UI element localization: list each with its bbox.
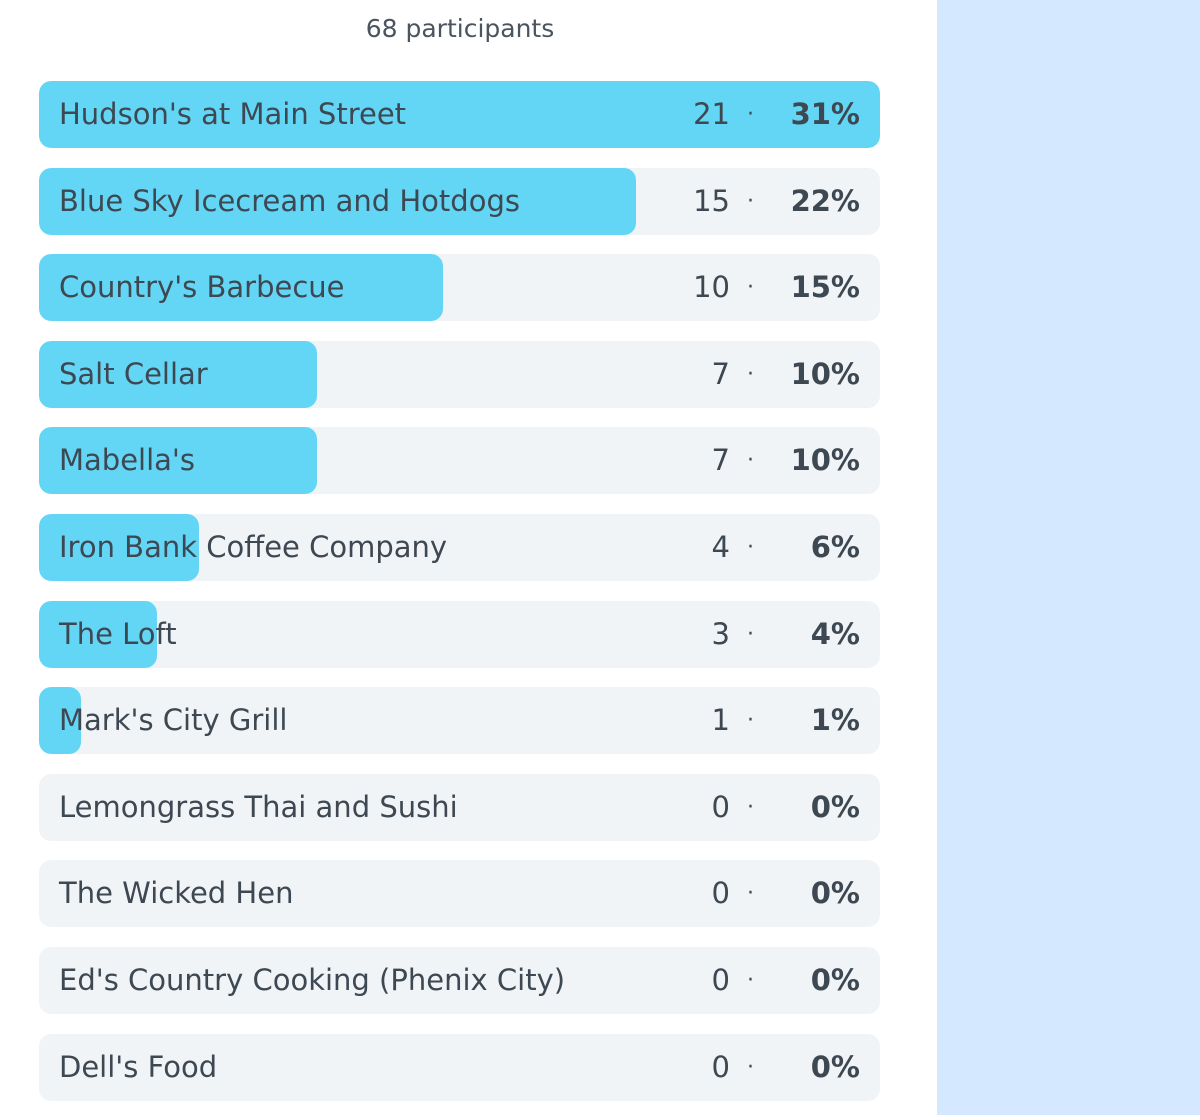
poll-option-percent: 10% [790,443,860,478]
poll-option-row[interactable]: The Loft 3 · 4% [39,600,880,668]
participants-count: 68 participants [365,14,555,43]
poll-option-vote-count: 0 [711,876,730,911]
poll-option-bar-fill [39,340,317,408]
side-panel [937,0,1200,1115]
poll-option-label: Country's Barbecue [59,270,345,305]
separator-dot: · [747,881,754,907]
separator-dot: · [747,1054,754,1080]
poll-option-bar-fill [39,427,317,495]
poll-option-percent: 0% [810,1049,860,1084]
separator-dot: · [747,708,754,734]
separator-dot: · [747,621,754,647]
poll-option-vote-count: 10 [693,270,730,305]
poll-option-percent: 22% [790,183,860,218]
poll-option-vote-count: 1 [711,703,730,738]
separator-dot: · [747,361,754,387]
poll-option-row[interactable]: Ed's Country Cooking (Phenix City) 0 · 0% [39,946,880,1014]
poll-option-percent: 1% [810,703,860,738]
poll-option-row[interactable]: Mark's City Grill 1 · 1% [39,687,880,755]
poll-option-row[interactable]: Mabella's 7 · 10% [39,427,880,495]
poll-option-label: Dell's Food [59,1049,218,1084]
poll-option-row[interactable]: Blue Sky Icecream and Hotdogs 15 · 22% [39,167,880,235]
separator-dot: · [747,102,754,127]
poll-option-label: Lemongrass Thai and Sushi [59,789,458,824]
poll-option-vote-count: 15 [693,183,730,218]
poll-option-bar-fill [39,81,880,148]
poll-option-vote-count: 0 [711,962,730,997]
poll-option-row[interactable]: Hudson's at Main Street 21 · 31% [39,81,880,148]
separator-dot: · [747,275,754,301]
poll-option-bar-fill [39,600,157,668]
poll-option-label: Blue Sky Icecream and Hotdogs [59,183,520,218]
poll-option-label: Mark's City Grill [59,703,288,738]
poll-option-row[interactable]: Iron Bank Coffee Company 4 · 6% [39,513,880,581]
poll-option-vote-count: 7 [711,356,730,391]
poll-option-label: The Wicked Hen [59,876,294,911]
poll-option-vote-count: 0 [711,789,730,824]
poll-option-label: Ed's Country Cooking (Phenix City) [59,962,566,997]
poll-option-vote-count: 4 [711,529,730,564]
poll-option-vote-count: 7 [711,443,730,478]
poll-option-bar-fill [39,167,637,235]
poll-option-label: Salt Cellar [59,356,208,391]
poll-option-percent: 15% [790,270,860,305]
poll-results-list: Hudson's at Main Street 21 · 31% Blue Sky Ic… [39,81,880,1120]
poll-option-vote-count: 21 [693,97,730,131]
poll-option-bar-fill [39,687,82,755]
separator-dot: · [747,448,754,474]
poll-option-percent: 31% [790,97,860,131]
poll-option-label: The Loft [59,616,177,651]
poll-option-row[interactable]: The Wicked Hen 0 · 0% [39,860,880,928]
poll-option-label: Hudson's at Main Street [59,97,407,131]
poll-option-vote-count: 3 [711,616,730,651]
poll-option-row[interactable]: Dell's Food 0 · 0% [39,1033,880,1101]
poll-option-percent: 0% [810,789,860,824]
poll-option-row[interactable]: Salt Cellar 7 · 10% [39,340,880,408]
poll-option-label: Iron Bank Coffee Company [59,529,448,564]
poll-option-percent: 0% [810,962,860,997]
poll-option-label: Mabella's [59,443,196,478]
poll-option-bar-fill [39,254,443,322]
poll-option-percent: 0% [810,876,860,911]
poll-option-percent: 10% [790,356,860,391]
separator-dot: · [747,967,754,993]
separator-dot: · [747,794,754,820]
separator-dot: · [747,534,754,560]
poll-option-bar-fill [39,513,199,581]
poll-option-percent: 4% [810,616,860,651]
poll-option-percent: 6% [810,529,860,564]
poll-option-row[interactable]: Lemongrass Thai and Sushi 0 · 0% [39,773,880,841]
separator-dot: · [747,188,754,214]
poll-option-vote-count: 0 [711,1049,730,1084]
poll-option-row[interactable]: Country's Barbecue 10 · 15% [39,254,880,322]
